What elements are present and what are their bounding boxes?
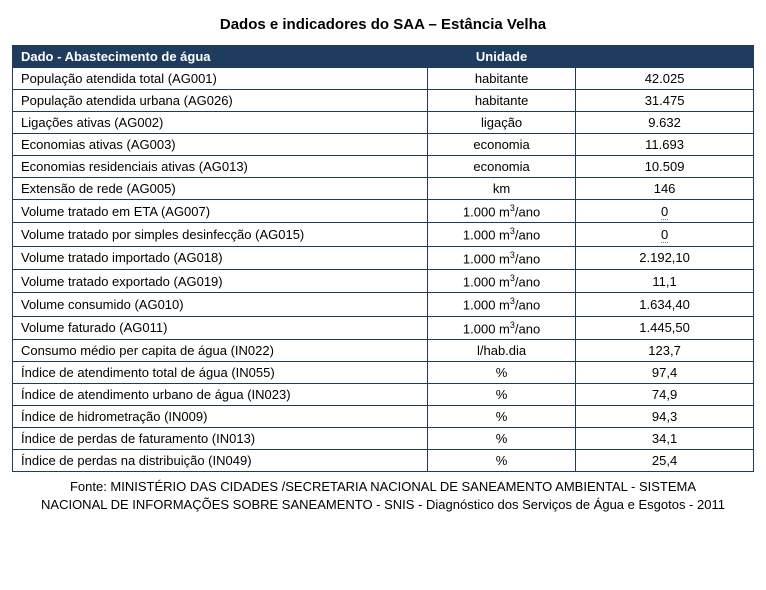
table-row: Volume tratado importado (AG018)1.000 m3… <box>13 246 754 269</box>
col-header-valor <box>576 46 754 68</box>
cell-dado: Índice de atendimento total de água (IN0… <box>13 361 428 383</box>
cell-valor: 97,4 <box>576 361 754 383</box>
cell-valor: 25,4 <box>576 449 754 471</box>
cell-valor: 11,1 <box>576 269 754 292</box>
cell-dado: Volume tratado importado (AG018) <box>13 246 428 269</box>
cell-unidade: % <box>427 405 575 427</box>
data-table: Dado - Abastecimento de água Unidade Pop… <box>12 45 754 472</box>
cell-unidade: l/hab.dia <box>427 339 575 361</box>
cell-valor: 31.475 <box>576 90 754 112</box>
table-row: Índice de atendimento total de água (IN0… <box>13 361 754 383</box>
cell-valor: 74,9 <box>576 383 754 405</box>
cell-dado: Índice de perdas na distribuição (IN049) <box>13 449 428 471</box>
cell-valor: 0 <box>576 223 754 246</box>
cell-dado: Consumo médio per capita de água (IN022) <box>13 339 428 361</box>
cell-dado: Índice de hidrometração (IN009) <box>13 405 428 427</box>
cell-dado: Volume tratado exportado (AG019) <box>13 269 428 292</box>
cell-valor: 9.632 <box>576 112 754 134</box>
cell-dado: Volume consumido (AG010) <box>13 293 428 316</box>
table-row: Índice de perdas de faturamento (IN013)%… <box>13 427 754 449</box>
table-row: Índice de perdas na distribuição (IN049)… <box>13 449 754 471</box>
cell-unidade: % <box>427 427 575 449</box>
table-row: População atendida urbana (AG026)habitan… <box>13 90 754 112</box>
table-row: Volume faturado (AG011)1.000 m3/ano1.445… <box>13 316 754 339</box>
cell-dado: Ligações ativas (AG002) <box>13 112 428 134</box>
cell-unidade: 1.000 m3/ano <box>427 200 575 223</box>
table-row: Ligações ativas (AG002)ligação9.632 <box>13 112 754 134</box>
cell-unidade: economia <box>427 156 575 178</box>
cell-valor: 146 <box>576 178 754 200</box>
cell-unidade: habitante <box>427 68 575 90</box>
cell-valor: 42.025 <box>576 68 754 90</box>
table-row: População atendida total (AG001)habitant… <box>13 68 754 90</box>
cell-dado: Índice de atendimento urbano de água (IN… <box>13 383 428 405</box>
cell-dado: População atendida urbana (AG026) <box>13 90 428 112</box>
cell-dado: Volume faturado (AG011) <box>13 316 428 339</box>
cell-valor: 34,1 <box>576 427 754 449</box>
cell-unidade: % <box>427 383 575 405</box>
col-header-dado: Dado - Abastecimento de água <box>13 46 428 68</box>
cell-unidade: 1.000 m3/ano <box>427 269 575 292</box>
cell-unidade: km <box>427 178 575 200</box>
cell-unidade: 1.000 m3/ano <box>427 293 575 316</box>
cell-dado: Economias ativas (AG003) <box>13 134 428 156</box>
cell-valor: 1.634,40 <box>576 293 754 316</box>
table-row: Extensão de rede (AG005)km146 <box>13 178 754 200</box>
table-row: Índice de hidrometração (IN009)%94,3 <box>13 405 754 427</box>
cell-unidade: economia <box>427 134 575 156</box>
cell-valor: 94,3 <box>576 405 754 427</box>
table-header-row: Dado - Abastecimento de água Unidade <box>13 46 754 68</box>
table-row: Consumo médio per capita de água (IN022)… <box>13 339 754 361</box>
table-row: Volume consumido (AG010)1.000 m3/ano1.63… <box>13 293 754 316</box>
cell-unidade: % <box>427 361 575 383</box>
cell-dado: Índice de perdas de faturamento (IN013) <box>13 427 428 449</box>
cell-dado: Volume tratado por simples desinfecção (… <box>13 223 428 246</box>
cell-dado: População atendida total (AG001) <box>13 68 428 90</box>
cell-unidade: 1.000 m3/ano <box>427 223 575 246</box>
table-row: Volume tratado exportado (AG019)1.000 m3… <box>13 269 754 292</box>
cell-valor: 10.509 <box>576 156 754 178</box>
table-row: Volume tratado por simples desinfecção (… <box>13 223 754 246</box>
cell-dado: Extensão de rede (AG005) <box>13 178 428 200</box>
cell-unidade: 1.000 m3/ano <box>427 316 575 339</box>
table-row: Índice de atendimento urbano de água (IN… <box>13 383 754 405</box>
cell-valor: 2.192,10 <box>576 246 754 269</box>
table-row: Economias residenciais ativas (AG013)eco… <box>13 156 754 178</box>
cell-dado: Economias residenciais ativas (AG013) <box>13 156 428 178</box>
table-row: Volume tratado em ETA (AG007)1.000 m3/an… <box>13 200 754 223</box>
cell-unidade: ligação <box>427 112 575 134</box>
page-title: Dados e indicadores do SAA – Estância Ve… <box>12 16 754 33</box>
cell-dado: Volume tratado em ETA (AG007) <box>13 200 428 223</box>
source-text: Fonte: MINISTÉRIO DAS CIDADES /SECRETARI… <box>12 478 754 513</box>
table-row: Economias ativas (AG003)economia11.693 <box>13 134 754 156</box>
cell-valor: 123,7 <box>576 339 754 361</box>
col-header-unidade: Unidade <box>427 46 575 68</box>
cell-unidade: 1.000 m3/ano <box>427 246 575 269</box>
cell-valor: 1.445,50 <box>576 316 754 339</box>
cell-unidade: habitante <box>427 90 575 112</box>
cell-valor: 11.693 <box>576 134 754 156</box>
cell-unidade: % <box>427 449 575 471</box>
cell-valor: 0 <box>576 200 754 223</box>
